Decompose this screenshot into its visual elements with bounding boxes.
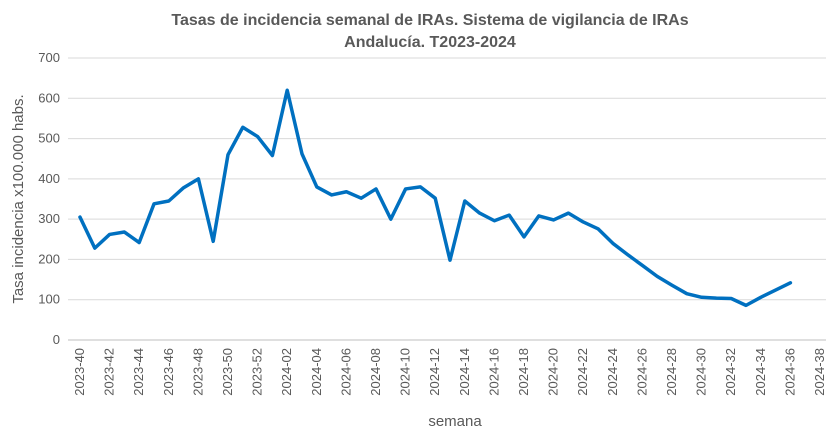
- chart-title: Andalucía. T2023-2024: [344, 34, 516, 51]
- x-tick-label: 2024-34: [753, 348, 768, 396]
- x-tick-label: 2024-10: [398, 348, 413, 396]
- x-tick-label: 2024-08: [368, 348, 383, 396]
- x-tick-label: 2024-04: [309, 348, 324, 396]
- x-tick-label: 2024-32: [723, 348, 738, 396]
- x-tick-label: 2023-42: [102, 348, 117, 396]
- x-tick-label: 2024-20: [546, 348, 561, 396]
- x-tick-label: 2024-36: [782, 348, 797, 396]
- x-tick-label: 2024-22: [575, 348, 590, 396]
- data-line: [78, 88, 793, 308]
- x-tick-label: 2024-18: [516, 348, 531, 396]
- x-tick-label: 2024-26: [634, 348, 649, 396]
- y-axis-title: Tasa incidencia x100.000 habs.: [10, 94, 27, 303]
- x-tick-label: 2023-44: [131, 348, 146, 396]
- x-tick-label: 2023-50: [220, 348, 235, 396]
- x-tick-label: 2023-48: [190, 348, 205, 396]
- x-tick-label: 2024-38: [812, 348, 827, 396]
- y-tick-label: 300: [38, 211, 60, 226]
- x-axis-title: semana: [428, 413, 482, 430]
- x-tick-label: 2024-16: [486, 348, 501, 396]
- x-tick-label: 2023-52: [250, 348, 265, 396]
- x-tick-label: 2024-14: [457, 348, 472, 396]
- y-tick-label: 400: [38, 171, 60, 186]
- y-tick-label: 0: [53, 332, 60, 347]
- x-tick-label: 2024-28: [664, 348, 679, 396]
- x-tick-label: 2024-02: [279, 348, 294, 396]
- y-tick-label: 100: [38, 292, 60, 307]
- y-tick-label: 700: [38, 50, 60, 65]
- x-tick-label: 2024-06: [338, 348, 353, 396]
- x-tick-label: 2024-24: [605, 348, 620, 396]
- y-tick-label: 600: [38, 90, 60, 105]
- x-tick-label: 2023-46: [161, 348, 176, 396]
- x-tick-label: 2023-40: [72, 348, 87, 396]
- y-tick-label: 500: [38, 131, 60, 146]
- x-tick-label: 2024-12: [427, 348, 442, 396]
- chart-title: Tasas de incidencia semanal de IRAs. Sis…: [171, 12, 688, 29]
- y-tick-label: 200: [38, 251, 60, 266]
- x-tick-label: 2024-30: [694, 348, 709, 396]
